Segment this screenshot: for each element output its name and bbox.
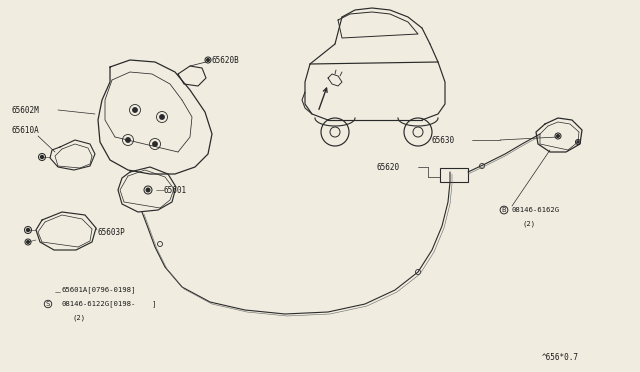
Circle shape xyxy=(207,59,209,61)
Circle shape xyxy=(577,141,579,143)
Text: ]: ] xyxy=(152,301,156,307)
Text: 65620B: 65620B xyxy=(212,55,240,64)
Circle shape xyxy=(40,155,44,158)
Bar xyxy=(440,168,468,182)
Text: 65601A[0796-0198]: 65601A[0796-0198] xyxy=(62,286,136,294)
Circle shape xyxy=(160,115,164,119)
Text: 65603P: 65603P xyxy=(98,228,125,237)
Text: 65601: 65601 xyxy=(164,186,187,195)
Circle shape xyxy=(133,108,137,112)
Text: 08146-6162G: 08146-6162G xyxy=(512,207,560,213)
Circle shape xyxy=(27,241,29,243)
Circle shape xyxy=(146,188,150,192)
Text: B: B xyxy=(502,207,506,213)
Circle shape xyxy=(153,142,157,146)
Circle shape xyxy=(126,138,130,142)
Text: 65620: 65620 xyxy=(377,163,400,171)
Text: S: S xyxy=(46,301,50,307)
Text: ^656*0.7: ^656*0.7 xyxy=(542,353,579,362)
Text: 65630: 65630 xyxy=(432,135,455,144)
Text: (2): (2) xyxy=(72,315,85,321)
Text: 65602M: 65602M xyxy=(12,106,40,115)
Circle shape xyxy=(26,228,29,231)
Text: (2): (2) xyxy=(522,221,535,227)
Text: 08146-6122G[0198-: 08146-6122G[0198- xyxy=(62,301,136,307)
Text: 65610A: 65610A xyxy=(12,125,40,135)
Circle shape xyxy=(557,135,559,137)
